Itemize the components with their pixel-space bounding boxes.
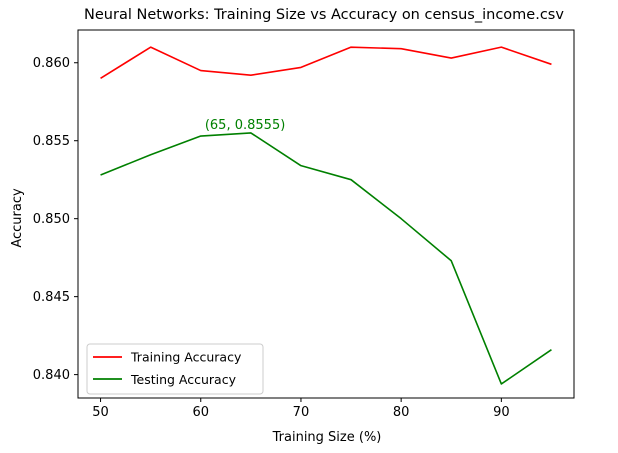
y-tick-label: 0.840: [33, 368, 70, 383]
legend-label-testing: Testing Accuracy: [130, 372, 237, 387]
y-axis: 0.840 0.845 0.850 0.855 0.860: [33, 56, 78, 383]
y-tick-label: 0.860: [33, 56, 70, 71]
chart-title: Neural Networks: Training Size vs Accura…: [84, 7, 564, 23]
x-tick-label: 50: [92, 405, 109, 420]
y-tick-label: 0.855: [33, 134, 70, 149]
x-tick-label: 70: [293, 405, 310, 420]
x-tick-label: 80: [393, 405, 410, 420]
x-tick-label: 60: [192, 405, 209, 420]
peak-annotation: (65, 0.8555): [205, 118, 285, 133]
legend: Training Accuracy Testing Accuracy: [86, 343, 264, 395]
series-layer: [100, 46, 552, 385]
y-axis-label: Accuracy: [10, 188, 25, 248]
annotations: (65, 0.8555): [205, 118, 285, 133]
y-tick-label: 0.850: [33, 212, 70, 227]
series-line-training: [100, 46, 552, 80]
plot-area: [77, 29, 575, 399]
x-axis: 50 60 70 80 90: [92, 398, 510, 420]
x-tick-label: 90: [493, 405, 510, 420]
y-tick-label: 0.845: [33, 290, 70, 305]
legend-box: [86, 343, 264, 395]
series-line-testing: [100, 132, 552, 385]
legend-label-training: Training Accuracy: [130, 350, 242, 365]
x-axis-label: Training Size (%): [272, 430, 382, 445]
